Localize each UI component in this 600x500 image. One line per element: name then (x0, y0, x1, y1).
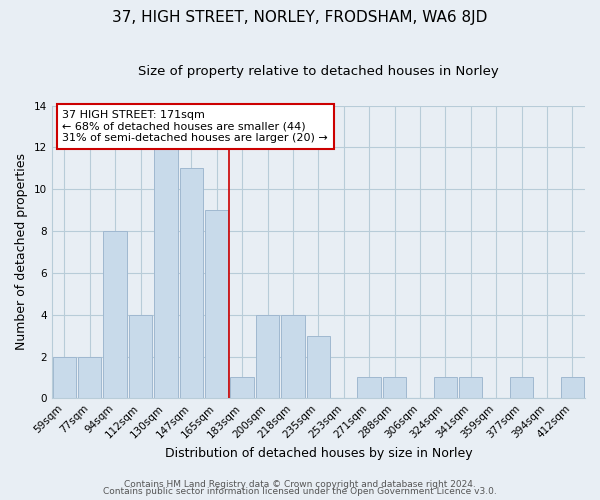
Bar (154, 148, 178, 398)
Bar (358, 378, 381, 398)
X-axis label: Distribution of detached houses by size in Norley: Distribution of detached houses by size … (164, 447, 472, 460)
Text: 37, HIGH STREET, NORLEY, FRODSHAM, WA6 8JD: 37, HIGH STREET, NORLEY, FRODSHAM, WA6 8… (112, 10, 488, 25)
Bar (53, 356, 76, 399)
Bar (78, 356, 101, 399)
Bar (434, 378, 457, 398)
Bar (383, 378, 406, 398)
Bar (230, 378, 254, 398)
Text: Contains public sector information licensed under the Open Government Licence v3: Contains public sector information licen… (103, 487, 497, 496)
Bar (256, 314, 279, 398)
Bar (459, 378, 482, 398)
Bar (307, 336, 330, 398)
Bar (510, 378, 533, 398)
Text: 37 HIGH STREET: 171sqm
← 68% of detached houses are smaller (44)
31% of semi-det: 37 HIGH STREET: 171sqm ← 68% of detached… (62, 110, 328, 143)
Bar (281, 314, 305, 398)
Bar (560, 378, 584, 398)
Bar (129, 314, 152, 398)
Text: Contains HM Land Registry data © Crown copyright and database right 2024.: Contains HM Land Registry data © Crown c… (124, 480, 476, 489)
Bar (205, 210, 229, 398)
Title: Size of property relative to detached houses in Norley: Size of property relative to detached ho… (138, 65, 499, 78)
Bar (103, 231, 127, 398)
Bar (179, 168, 203, 398)
Y-axis label: Number of detached properties: Number of detached properties (15, 154, 28, 350)
